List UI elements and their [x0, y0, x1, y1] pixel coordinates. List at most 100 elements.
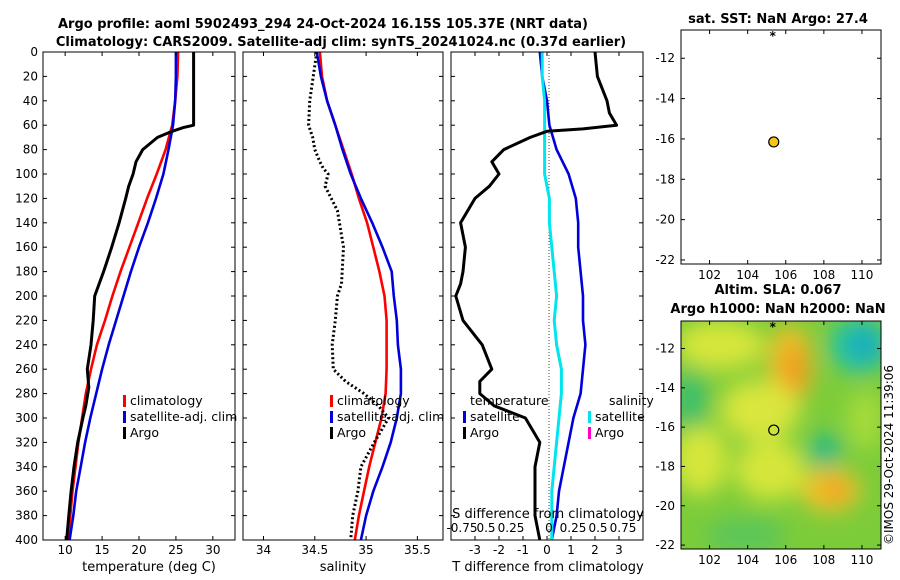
x-tick-label: 30 — [205, 543, 220, 557]
map-x-tick-label: 110 — [850, 268, 873, 282]
x-tick-label: 3 — [615, 543, 623, 557]
salinity-axes-box — [242, 51, 444, 541]
sla-map-ticks: 102 104 106 108 110 -12 -14 -16 -18 -20 -22 — [655, 321, 881, 567]
legend-label-t-satellite: satellite — [470, 409, 520, 424]
depth-tick-label: 280 — [15, 387, 38, 401]
temperature-panel: 0 20 40 60 80 100 120 140 160 180 200 220 240 260 280 3… — [15, 45, 237, 575]
temperature-lines — [65, 52, 196, 540]
argo-float-marker — [768, 136, 780, 148]
depth-tick-label: 60 — [23, 118, 38, 132]
series-t-satellite — [538, 52, 587, 540]
salinity-legend: climatology satellite-adj. clim Argo — [330, 393, 444, 440]
legend-label-satellite-clim: satellite-adj. clim — [337, 409, 444, 424]
x-tick-label: 35.5 — [404, 543, 431, 557]
sst-map-marks: * — [768, 29, 780, 148]
figure-title-line2: Climatology: CARS2009. Satellite-adj cli… — [56, 35, 626, 50]
salinity-x-ticks: 34 34.5 35 35.5 — [256, 52, 431, 557]
north-star-mark: * — [770, 320, 777, 334]
difference-grid — [451, 75, 643, 517]
map-x-tick-label: 106 — [774, 268, 797, 282]
map-x-tick-label: 108 — [812, 553, 835, 567]
legend-swatch-s-argo — [588, 427, 591, 439]
x-tick-label: -3 — [469, 543, 481, 557]
map-y-tick-label: -22 — [655, 538, 675, 552]
t-difference-xlabel: T difference from climatology — [451, 560, 644, 575]
map-y-tick-label: -16 — [655, 420, 675, 434]
depth-tick-label: 100 — [15, 167, 38, 181]
legend-title-salinity: salinity — [609, 393, 654, 408]
map-y-tick-label: -14 — [655, 381, 675, 395]
temperature-xlabel: temperature (deg C) — [82, 560, 216, 575]
x-tick-label: -1 — [517, 543, 529, 557]
legend-swatch-s-satellite — [588, 411, 591, 423]
sla-title-line1: Altim. SLA: 0.067 — [715, 283, 842, 298]
legend-label-climatology: climatology — [130, 393, 203, 408]
legend-label-argo: Argo — [130, 425, 159, 440]
imos-watermark: ©IMOS 29-Oct-2024 11:39:06 — [882, 365, 896, 545]
map-y-tick-label: -12 — [655, 342, 675, 356]
map-x-tick-label: 108 — [812, 268, 835, 282]
map-x-tick-label: 106 — [774, 553, 797, 567]
x-tick-label: 35 — [358, 543, 373, 557]
salinity-panel: 34 34.5 35 35.5 salinity climatology satell… — [242, 51, 444, 575]
depth-tick-label: 200 — [15, 289, 38, 303]
legend-label-argo: Argo — [337, 425, 366, 440]
map-y-tick-label: -22 — [655, 253, 675, 267]
argo-float-marker — [768, 424, 780, 436]
x-tick-label: 1 — [567, 543, 575, 557]
depth-tick-label: 120 — [15, 191, 38, 205]
legend-label-s-satellite: satellite — [595, 409, 645, 424]
x-tick-label: 15 — [94, 543, 109, 557]
sla-field-blobs — [681, 321, 881, 549]
sla-heatmap — [681, 321, 881, 549]
map-y-tick-label: -16 — [655, 132, 675, 146]
legend-swatch-t-satellite — [463, 411, 466, 423]
s-tick-label: 0.25 — [498, 521, 525, 535]
depth-tick-label: 380 — [15, 509, 38, 523]
sst-map-ticks: 102 104 106 108 110 -12 -14 -16 -18 -20 -22 — [655, 30, 881, 282]
map-y-tick-label: -14 — [655, 92, 675, 106]
legend-swatch-argo — [123, 427, 126, 439]
difference-panel: -3 -2 -1 0 1 2 3 T difference from climatology… — [446, 51, 654, 575]
depth-tick-label: 160 — [15, 240, 38, 254]
depth-tick-label: 80 — [23, 143, 38, 157]
legend-label-t-argo: Argo — [470, 425, 499, 440]
series-argo — [65, 52, 196, 540]
depth-tick-label: 340 — [15, 460, 38, 474]
depth-tick-label: 300 — [15, 411, 38, 425]
difference-lines — [454, 52, 619, 540]
legend-label-climatology: climatology — [337, 393, 410, 408]
sst-map-box — [680, 29, 882, 265]
temperature-grid — [43, 75, 235, 517]
sla-map-panel: Altim. SLA: 0.067 Argo h1000: NaN h2000:… — [655, 283, 885, 567]
x-tick-label: 0 — [543, 543, 551, 557]
depth-tick-label: 240 — [15, 338, 38, 352]
map-y-tick-label: -20 — [655, 213, 675, 227]
s-tick-label: 0 — [545, 521, 553, 535]
x-tick-label: 2 — [591, 543, 599, 557]
x-tick-label: 20 — [131, 543, 146, 557]
depth-tick-label: 360 — [15, 484, 38, 498]
legend-label-satellite-clim: satellite-adj. clim — [130, 409, 237, 424]
depth-tick-label: 40 — [23, 94, 38, 108]
figure-title-line1: Argo profile: aoml 5902493_294 24-Oct-20… — [58, 17, 588, 32]
depth-tick-labels: 0 20 40 60 80 100 120 140 160 180 200 220 240 260 280 3… — [15, 45, 38, 547]
depth-tick-label: 400 — [15, 533, 38, 547]
salinity-xlabel: salinity — [320, 560, 367, 575]
s-difference-tick-labels: -0.750.5 0.25 0 0.25 0.5 0.75 — [446, 521, 636, 535]
series-s-satellite — [540, 52, 563, 540]
sla-map-marks: * — [768, 320, 780, 436]
salinity-lines — [307, 52, 403, 540]
s-difference-label: S difference from climatology — [452, 507, 644, 522]
series-satellite-adj-clim — [315, 52, 403, 540]
series-climatology — [318, 52, 388, 540]
s-tick-label: -0.75 — [446, 521, 477, 535]
north-star-mark: * — [770, 29, 777, 43]
x-tick-label: 34.5 — [301, 543, 328, 557]
map-y-tick-label: -20 — [655, 499, 675, 513]
s-tick-label: 0.75 — [610, 521, 637, 535]
temperature-x-ticks: 10 15 20 25 30 — [58, 52, 220, 557]
depth-tick-label: 140 — [15, 216, 38, 230]
map-x-tick-label: 104 — [736, 553, 759, 567]
